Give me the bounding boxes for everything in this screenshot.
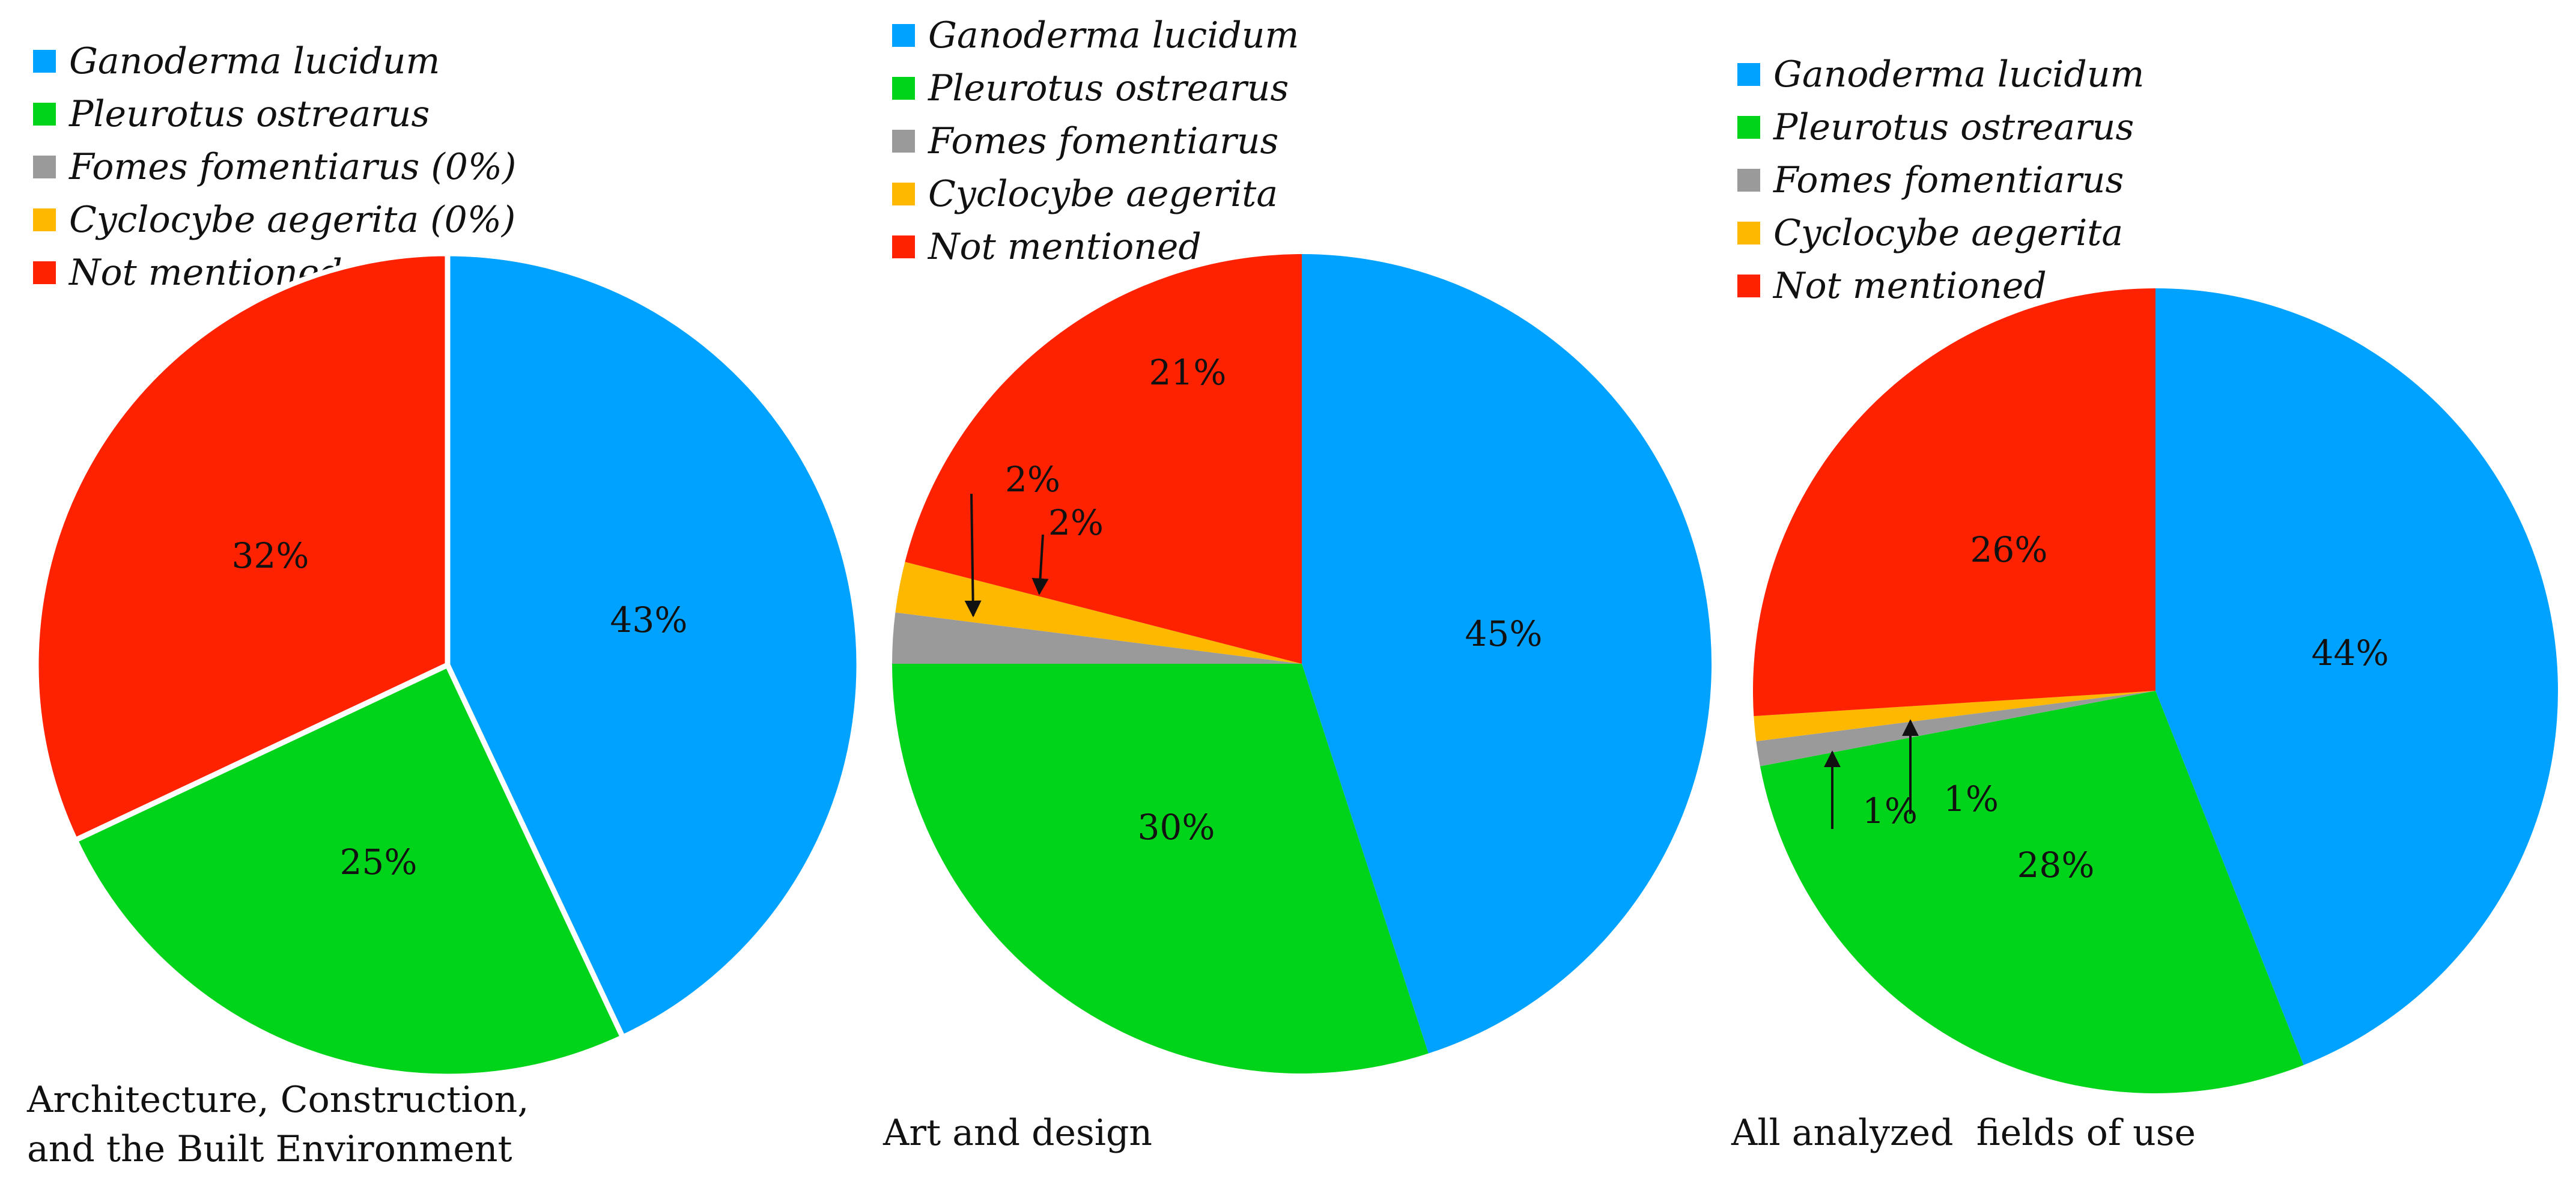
legend-swatch (1737, 222, 1760, 244)
pie-slice-fomes-fomentiarus (1756, 691, 2155, 767)
legend-label: Ganoderma lucidum (928, 14, 1299, 56)
data-label-not-mentioned: 21% (1149, 352, 1227, 393)
legend-label: Pleurotus ostrearus (928, 67, 1289, 109)
data-label-ganoderma-lucidum: 44% (2312, 633, 2389, 673)
legend-item-fomes-fomentiarus: Fomes fomentiarus (892, 115, 1299, 168)
legend-swatch (33, 261, 56, 284)
data-label-pleurotus-ostrearus: 28% (2017, 845, 2095, 885)
legend-swatch (33, 208, 56, 231)
legend-swatch (892, 77, 915, 100)
pie-slice-ganoderma-lucidum (2155, 288, 2558, 1065)
legend-item-cyclocybe-aegerita: Cyclocybe aegerita (1737, 207, 2144, 260)
data-label-fomes-fomentiarus: 2% (1005, 459, 1060, 500)
legend-swatch (1737, 116, 1760, 139)
legend-label: Ganoderma lucidum (69, 40, 440, 82)
legend-swatch (33, 50, 56, 73)
pie-slice-not-mentioned (905, 254, 1302, 664)
chart-title-architecture: Architecture, Construction, and the Buil… (27, 1075, 529, 1174)
callout-arrow-fomes-fomentiarus (964, 493, 982, 618)
legend-swatch (1737, 63, 1760, 86)
legend-item-pleurotus-ostrearus: Pleurotus ostrearus (1737, 101, 2144, 154)
pie-slice-pleurotus-ostrearus (72, 662, 626, 1079)
legend-label: Not mentioned (1773, 265, 2047, 307)
legend-art: Ganoderma lucidum Pleurotus ostrearus Fome… (892, 9, 1299, 273)
legend-label: Pleurotus ostrearus (1773, 106, 2134, 148)
legend-swatch (33, 103, 56, 126)
legend-label: Pleurotus ostrearus (69, 93, 430, 135)
chart-title-line: and the Built Environment (27, 1128, 512, 1170)
legend-item-ganoderma-lucidum: Ganoderma lucidum (892, 9, 1299, 62)
legend-label: Fomes fomentiarus (928, 120, 1279, 162)
chart-title-line: All analyzed fields of use (1731, 1112, 2196, 1154)
legend-item-cyclocybe-aegerita: Cyclocybe aegerita (892, 168, 1299, 220)
pie-slice-ganoderma-lucidum (445, 250, 862, 1040)
legend-label: Cyclocybe aegerita (0%) (69, 199, 516, 241)
legend-label: Cyclocybe aegerita (1773, 212, 2124, 254)
pie-chart-art: 45% 30% 2%2% 21% (892, 254, 1712, 1073)
callout-arrow-cyclocybe-aegerita (1031, 534, 1049, 595)
legend-item-fomes-fomentiarus-0: Fomes fomentiarus (0%) (33, 141, 516, 193)
data-label-not-mentioned: 26% (1970, 529, 2048, 570)
data-label-pleurotus-ostrearus: 25% (340, 842, 418, 882)
legend-swatch (33, 156, 56, 178)
pie-slice-fomes-fomentiarus (892, 612, 1302, 664)
legend-item-fomes-fomentiarus: Fomes fomentiarus (1737, 154, 2144, 207)
legend-swatch (892, 235, 915, 258)
data-label-not-mentioned: 32% (232, 535, 309, 576)
legend-label: Not mentioned (928, 226, 1201, 268)
chart-title-all: All analyzed fields of use (1731, 1108, 2196, 1158)
legend-architecture: Ganoderma lucidum Pleurotus ostrearus Fome… (33, 35, 516, 299)
legend-swatch (1737, 169, 1760, 192)
legend-all: Ganoderma lucidum Pleurotus ostrearus Fome… (1737, 48, 2144, 312)
pie-slice-ganoderma-lucidum (1302, 254, 1712, 1054)
legend-label: Fomes fomentiarus (1773, 159, 2124, 201)
pie-slice-not-mentioned (1753, 288, 2155, 717)
legend-swatch (1737, 275, 1760, 297)
pie-panel-all: Ganoderma lucidum Pleurotus ostrearus Fome… (1718, 0, 2576, 1184)
legend-swatch (892, 183, 915, 205)
legend-item-not-mentioned: Not mentioned (1737, 260, 2144, 312)
pie-panel-architecture: Ganoderma lucidum Pleurotus ostrearus Fome… (0, 0, 871, 1184)
legend-item-ganoderma-lucidum: Ganoderma lucidum (1737, 48, 2144, 101)
data-label-cyclocybe-aegerita: 2% (1048, 502, 1104, 543)
pie-slice-cyclocybe-aegerita (1754, 691, 2155, 741)
data-label-ganoderma-lucidum: 45% (1465, 613, 1543, 654)
legend-label: Fomes fomentiarus (0%) (69, 146, 517, 188)
chart-title-line: Architecture, Construction, (27, 1079, 529, 1121)
legend-label: Cyclocybe aegerita (928, 173, 1278, 215)
legend-item-pleurotus-ostrearus: Pleurotus ostrearus (892, 62, 1299, 115)
legend-item-ganoderma-lucidum: Ganoderma lucidum (33, 35, 516, 88)
data-label-cyclocybe-aegerita: 1% (1943, 779, 1999, 819)
legend-item-pleurotus-ostrearus: Pleurotus ostrearus (33, 88, 516, 141)
legend-swatch (892, 130, 915, 153)
pie-slice-pleurotus-ostrearus (1760, 691, 2304, 1093)
legend-swatch (892, 24, 915, 47)
pie-chart-architecture: 43% 25% 32% (33, 250, 862, 1079)
data-label-pleurotus-ostrearus: 30% (1138, 807, 1215, 848)
pie-slice-pleurotus-ostrearus (892, 664, 1429, 1073)
data-label-ganoderma-lucidum: 43% (610, 600, 688, 640)
pie-slice-not-mentioned (33, 250, 451, 843)
legend-item-cyclocybe-aegerita-0: Cyclocybe aegerita (0%) (33, 193, 516, 246)
pie-panel-art: Ganoderma lucidum Pleurotus ostrearus Fome… (865, 0, 1718, 1184)
chart-title-art: Art and design (883, 1108, 1152, 1158)
pie-chart-all: 44% 28% 1% 1% 26% (1753, 288, 2558, 1093)
chart-title-line: Art and design (883, 1112, 1153, 1154)
pie-slice-cyclocybe-aegerita (895, 562, 1302, 664)
legend-item-not-mentioned: Not mentioned (892, 220, 1299, 273)
data-label-fomes-fomentiarus: 1% (1862, 791, 1918, 831)
legend-label: Ganoderma lucidum (1773, 53, 2145, 96)
